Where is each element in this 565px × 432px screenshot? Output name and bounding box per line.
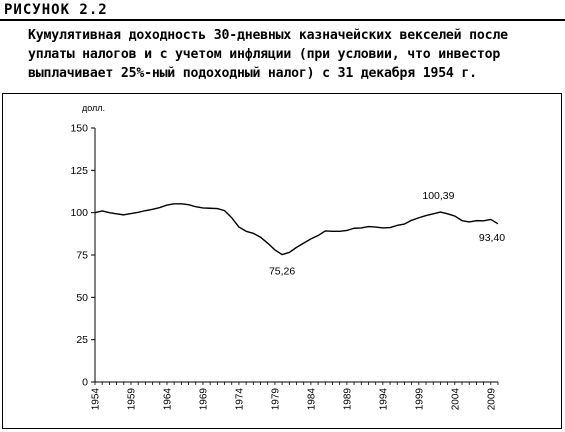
- x-tick-label: 1964: [162, 388, 173, 411]
- y-tick-label: 100: [70, 207, 88, 219]
- figure-caption-line: уплаты налогов и с учетом инфляции (при …: [28, 47, 501, 62]
- y-tick-label: 150: [70, 123, 88, 135]
- data-label: 75,26: [269, 266, 295, 278]
- x-tick-label: 1999: [414, 388, 425, 411]
- figure-caption-line: выплачивает 25%-ный подоходный налог) с …: [28, 66, 477, 81]
- x-tick-label: 1979: [270, 388, 281, 411]
- x-tick-label: 1994: [378, 388, 389, 411]
- x-tick-label: 2004: [450, 388, 461, 411]
- x-tick-label: 1959: [126, 388, 137, 411]
- figure-rule: [0, 19, 565, 21]
- x-tick-label: 2009: [486, 388, 497, 411]
- x-tick-label: 1954: [91, 388, 102, 411]
- y-axis-unit-label: долл.: [82, 103, 105, 113]
- figure-label: РИСУНОК 2.2: [4, 2, 108, 18]
- y-tick-label: 125: [70, 165, 88, 177]
- y-tick-label: 50: [76, 292, 88, 304]
- x-tick-label: 1969: [198, 388, 209, 411]
- chart-frame: [2, 93, 562, 429]
- y-tick-label: 75: [76, 250, 88, 262]
- x-tick-label: 1984: [306, 388, 317, 411]
- series-line: [94, 203, 499, 256]
- figure-caption: Кумулятивная доходность 30-дневных казна…: [28, 26, 558, 83]
- data-label: 93,40: [479, 232, 505, 244]
- y-tick-label: 25: [76, 334, 88, 346]
- data-label: 100,39: [422, 190, 454, 202]
- x-tick-label: 1974: [234, 388, 245, 411]
- x-tick-label: 1989: [342, 388, 353, 411]
- y-tick-label: 0: [82, 377, 88, 389]
- figure-caption-line: Кумулятивная доходность 30-дневных казна…: [28, 28, 508, 43]
